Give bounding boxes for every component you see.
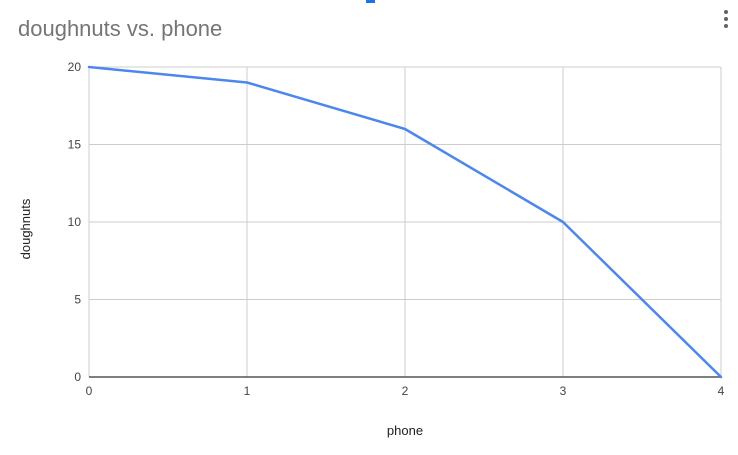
x-tick-label: 0	[86, 384, 93, 398]
gridlines	[88, 66, 722, 377]
x-tick-label: 4	[718, 384, 725, 398]
menu-dot	[724, 10, 728, 14]
chart-title: doughnuts vs. phone	[18, 16, 223, 41]
menu-dot	[724, 24, 728, 28]
y-tick-label: 15	[68, 138, 82, 152]
x-tick-label: 3	[560, 384, 567, 398]
x-tick-label: 2	[402, 384, 409, 398]
y-tick-label: 20	[68, 60, 82, 74]
y-tick-label: 10	[68, 215, 82, 229]
x-tick-label: 1	[244, 384, 251, 398]
series-layer	[87, 65, 723, 379]
y-tick-label: 0	[74, 370, 81, 384]
y-tick-label: 5	[74, 293, 81, 307]
axes: 0 5 10 15 20 0 1 2 3 4	[68, 60, 725, 398]
more-vert-icon[interactable]	[718, 6, 734, 32]
menu-dot	[724, 17, 728, 21]
selection-handle[interactable]	[366, 0, 375, 3]
x-axis-title: phone	[387, 423, 423, 438]
y-axis-title: doughnuts	[18, 198, 33, 259]
